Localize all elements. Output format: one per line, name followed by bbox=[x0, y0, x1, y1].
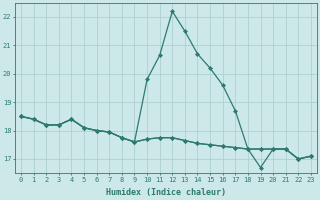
X-axis label: Humidex (Indice chaleur): Humidex (Indice chaleur) bbox=[106, 188, 226, 197]
